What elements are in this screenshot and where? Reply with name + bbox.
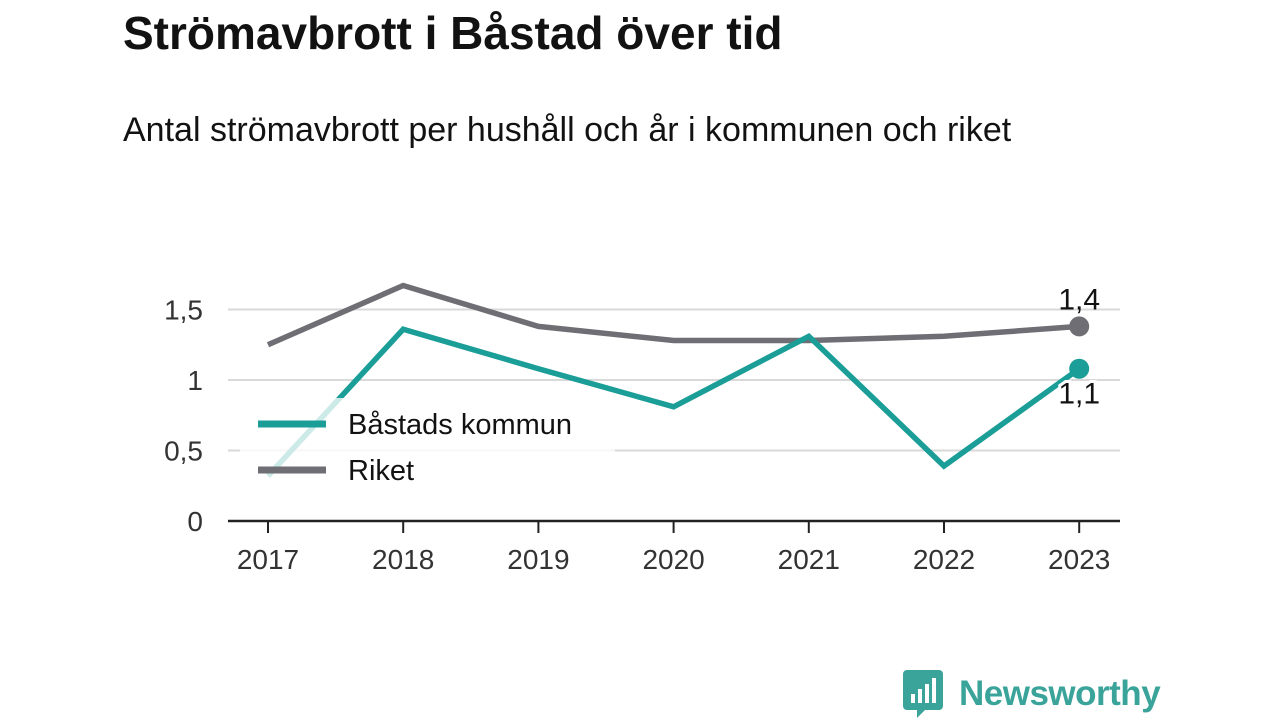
chart-title: Strömavbrott i Båstad över tid [123, 7, 783, 59]
end-label-bastad: 1,1 [1058, 378, 1100, 411]
y-tick-label: 0,5 [164, 436, 203, 467]
line-chart: 0 0,5 1 1,5 2017 2018 2019 2020 2021 2022 2023 Bå… [164, 282, 1120, 575]
x-tick-label: 2021 [778, 544, 840, 575]
x-tick-label: 2022 [913, 544, 975, 575]
x-tick-label: 2020 [642, 544, 704, 575]
series-line-riket [266, 282, 1080, 348]
legend-label: Båstads kommun [348, 409, 572, 441]
y-tick-label: 1 [187, 365, 203, 396]
y-tick-label: 1,5 [164, 295, 203, 326]
legend-background [240, 398, 615, 498]
newsworthy-brand: Newsworthy [903, 669, 1161, 719]
legend: Båstads kommun Riket [240, 398, 615, 498]
x-axis-ticks: 2017 2018 2019 2020 2021 2022 2023 [237, 521, 1110, 575]
series-lines [265, 282, 1090, 478]
chart-subtitle: Antal strömavbrott per hushåll och år i … [123, 111, 1012, 149]
x-tick-label: 2019 [507, 544, 569, 575]
y-tick-label: 0 [187, 506, 203, 537]
end-labels: 1,4 1,1 [1055, 283, 1103, 413]
end-label-riket: 1,4 [1058, 283, 1100, 316]
newsworthy-bar-chart-icon [903, 670, 943, 718]
legend-label: Riket [348, 455, 414, 487]
brand-name: Newsworthy [959, 674, 1161, 713]
series-end-point [1069, 316, 1090, 337]
series-end-point [1069, 358, 1090, 379]
x-tick-label: 2017 [237, 544, 299, 575]
x-tick-label: 2023 [1048, 544, 1110, 575]
y-axis-ticks: 0 0,5 1 1,5 [164, 295, 203, 538]
x-tick-label: 2018 [372, 544, 434, 575]
